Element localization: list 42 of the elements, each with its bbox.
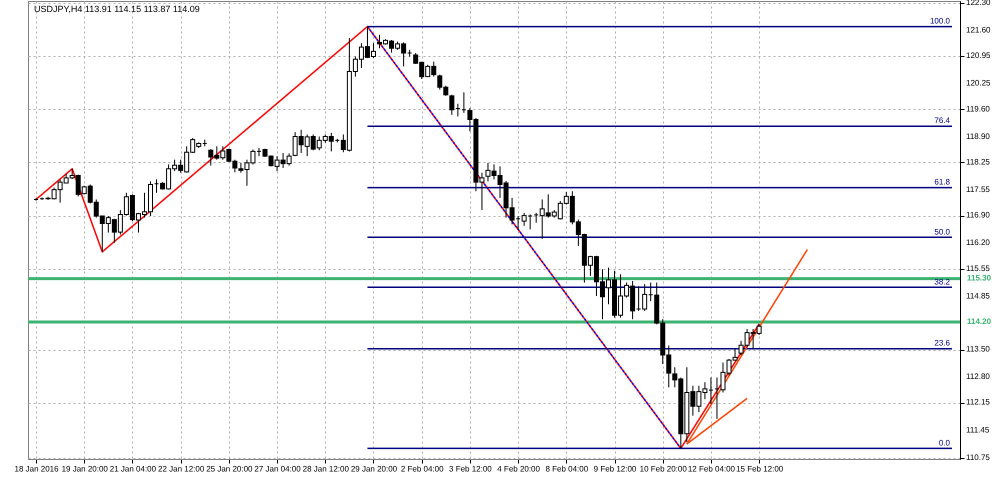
- y-tick-label: 118.90: [966, 132, 990, 141]
- series-label: 76.4: [934, 116, 951, 126]
- x-tick-label: 8 Feb 04:00: [545, 464, 589, 474]
- series-label: 0.0: [938, 438, 951, 448]
- x-tick-label: 19 Jan 20:00: [62, 464, 108, 474]
- x-tick-label: 4 Feb 20:00: [497, 464, 541, 474]
- y-tick-label: 110.75: [966, 452, 990, 462]
- series-label: 38.2: [934, 277, 951, 286]
- x-tick-label: 25 Jan 20:00: [206, 464, 254, 474]
- y-tick-label: 118.25: [966, 157, 990, 166]
- y-tick-label: 112.80: [966, 372, 990, 382]
- y-tick-label: 114.85: [966, 291, 990, 300]
- y-tick-label: 111.45: [966, 425, 990, 434]
- y-tick-label: 117.55: [966, 185, 990, 194]
- x-tick-label: 27 Jan 04:00: [254, 464, 302, 474]
- x-tick-label: 29 Jan 20:00: [350, 464, 398, 474]
- y-tick-label: 120.25: [966, 78, 992, 88]
- x-tick-label: 2 Feb 04:00: [400, 464, 444, 474]
- y-tick-label: 112.15: [966, 398, 990, 407]
- y-tick-label: 113.50: [966, 344, 990, 354]
- series-label: 100.0: [930, 16, 951, 26]
- y-tick-label: 116.20: [966, 238, 990, 248]
- x-tick-label: 18 Jan 2016: [14, 464, 60, 474]
- series-label: 23.6: [934, 338, 951, 348]
- y-tick-label: 119.60: [966, 104, 990, 114]
- x-tick-label: 15 Feb 12:00: [736, 464, 784, 474]
- x-tick-label: 12 Feb 04:00: [688, 464, 736, 474]
- x-tick-label: 9 Feb 12:00: [594, 464, 637, 474]
- y-tick-label: 116.90: [966, 210, 990, 220]
- chart-title: USDJPY,H4 113.91 114.15 113.87 114.09: [34, 4, 200, 14]
- y-tick-label: 120.95: [966, 51, 992, 60]
- ref-line-label: 114.20: [966, 316, 992, 326]
- y-tick-label: 121.60: [966, 26, 992, 35]
- x-tick-label: 22 Jan 12:00: [158, 464, 205, 474]
- x-tick-label: 28 Jan 12:00: [302, 464, 350, 474]
- ref-line-label: 115.30: [966, 274, 992, 283]
- x-tick-label: 10 Feb 20:00: [640, 464, 688, 474]
- series-label: 50.0: [934, 227, 951, 236]
- x-tick-label: 21 Jan 04:00: [110, 464, 157, 474]
- series-label: 61.8: [934, 178, 951, 187]
- x-tick-label: 3 Feb 12:00: [449, 464, 492, 474]
- y-tick-label: 115.55: [966, 264, 990, 273]
